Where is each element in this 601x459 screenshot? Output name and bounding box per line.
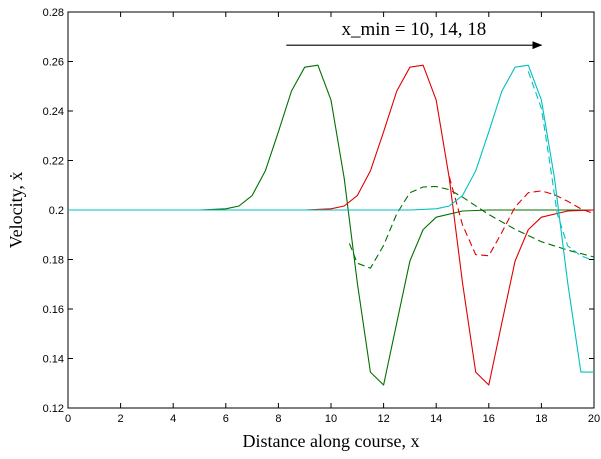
x-tick-label: 20: [588, 413, 600, 425]
y-tick-label: 0.2: [49, 205, 64, 217]
annotation-label: x_min = 10, 14, 18: [341, 19, 486, 40]
x-tick-label: 14: [430, 413, 442, 425]
x-axis-label: Distance along course, x: [243, 431, 420, 451]
x-tick-label: 6: [223, 413, 229, 425]
y-axis-label: Velocity, ẋ: [6, 172, 26, 249]
x-tick-label: 18: [535, 413, 547, 425]
y-tick-label: 0.28: [43, 7, 64, 19]
y-tick-label: 0.12: [43, 403, 64, 415]
y-tick-label: 0.24: [43, 106, 64, 118]
y-tick-label: 0.22: [43, 156, 64, 168]
y-tick-label: 0.16: [43, 304, 64, 316]
y-tick-label: 0.14: [43, 354, 64, 366]
x-tick-label: 16: [483, 413, 495, 425]
y-tick-label: 0.26: [43, 57, 64, 69]
y-tick-label: 0.18: [43, 255, 64, 267]
x-tick-label: 2: [118, 413, 124, 425]
x-tick-label: 8: [275, 413, 281, 425]
x-tick-label: 12: [377, 413, 389, 425]
x-tick-label: 0: [65, 413, 71, 425]
x-tick-label: 10: [325, 413, 337, 425]
x-tick-label: 4: [170, 413, 176, 425]
